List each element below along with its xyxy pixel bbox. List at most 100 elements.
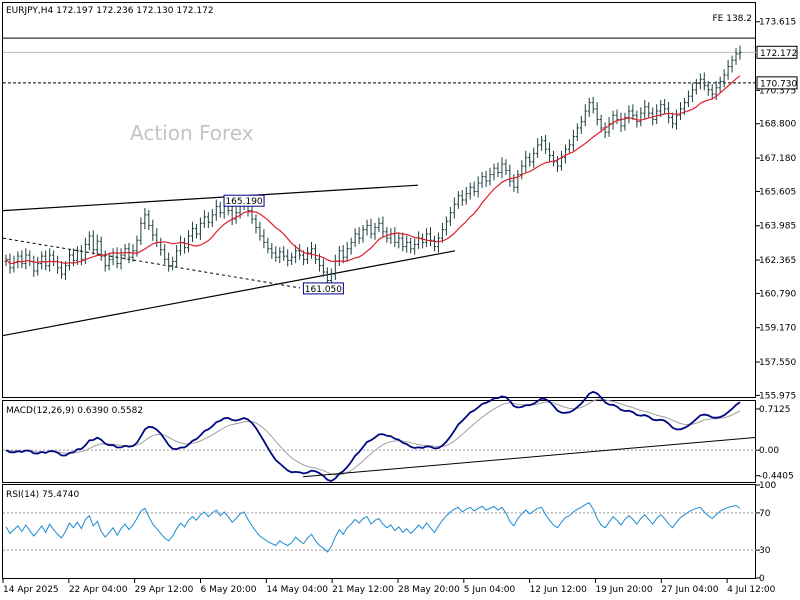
price-bar (254, 214, 258, 234)
price-bar (119, 248, 123, 270)
price-bar (274, 246, 278, 262)
price-bar (524, 150, 528, 173)
trendlines (2, 184, 456, 337)
annotation-box (223, 194, 265, 207)
price-bar (167, 252, 171, 272)
price-bar (95, 234, 99, 256)
price-bar (28, 250, 32, 267)
moving-average (5, 75, 741, 265)
price-bar (286, 249, 290, 267)
macd-tick-label: -0.4405 (759, 472, 794, 482)
macd-tick-label: 0.7125 (759, 405, 791, 415)
time-tick-label: 5 Jun 04:00 (464, 585, 516, 595)
price-bar (706, 80, 710, 96)
price-bar (417, 231, 421, 250)
watermark: Action Forex (130, 121, 254, 145)
price-bar (551, 150, 556, 167)
price-bar (55, 255, 60, 274)
price-bar (405, 235, 409, 253)
price-bar (678, 102, 683, 120)
main-pane (2, 2, 756, 398)
rsi-pane (2, 484, 756, 579)
time-tick-label: 14 Apr 2025 (3, 585, 59, 595)
macd-lines (3, 390, 756, 482)
price-tick-label: 167.180 (759, 154, 796, 164)
price-bar (575, 123, 579, 142)
lower-channel-line (2, 250, 456, 337)
price-bar (607, 116, 611, 137)
price-bar (512, 174, 516, 192)
price-bar (290, 252, 294, 266)
price-bar (163, 244, 167, 264)
current-price-tag: 172.172 (756, 45, 798, 59)
price-bar (298, 244, 302, 260)
rsi-line (3, 502, 756, 553)
price-bar (401, 232, 405, 252)
price-bar (428, 227, 433, 247)
price-bar (500, 157, 504, 179)
rsi-tick-label: 0 (759, 574, 765, 584)
price-bar (99, 236, 103, 261)
price-bar (341, 245, 345, 264)
price-bar (532, 147, 536, 168)
price-tick-label: 173.615 (759, 18, 796, 28)
price-bar (603, 122, 607, 139)
price-bar (321, 258, 326, 277)
price-bar (528, 152, 532, 167)
rsi-tick-label: 30 (759, 546, 771, 556)
price-bar (504, 159, 508, 176)
price-bar (210, 209, 214, 227)
price-bar (24, 248, 28, 270)
price-bar (468, 182, 472, 200)
price-bar (309, 241, 314, 259)
price-bar (599, 114, 603, 133)
fe-label: FE 138.2 (713, 14, 753, 24)
price-bar (361, 224, 365, 243)
price-bar (476, 176, 480, 198)
axes: 173.615 170.375 168.800 167.180 165.605 163.9… (2, 18, 798, 595)
price-bar (230, 205, 234, 225)
current-price-box (756, 45, 798, 59)
price-tick-label: 159.170 (759, 324, 796, 334)
price-annotations: 165.190 161.050 (223, 194, 344, 295)
price-tick-label: 155.975 (759, 391, 796, 401)
price-bar (171, 256, 175, 271)
price-bar (385, 227, 389, 243)
price-bar (409, 237, 413, 254)
price-bar (202, 210, 206, 228)
price-bar (718, 76, 722, 93)
price-bar (182, 237, 187, 254)
price-bar (67, 249, 72, 271)
time-tick-label: 12 Jun 12:00 (530, 585, 587, 595)
time-tick-label: 19 Jun 20:00 (595, 585, 652, 595)
price-bar (329, 268, 333, 286)
price-bar (516, 169, 520, 194)
price-bar (583, 104, 587, 127)
price-bar (420, 233, 425, 249)
price-tick-label: 160.790 (759, 289, 796, 299)
price-bar (643, 100, 647, 120)
price-bar (59, 261, 64, 279)
price-bars (4, 45, 742, 287)
price-bar (333, 254, 337, 281)
price-bar (48, 248, 52, 272)
price-bar (730, 55, 734, 73)
price-bar (389, 228, 393, 245)
price-bar (496, 162, 500, 178)
price-bar (488, 167, 492, 186)
time-tick-label: 14 May 04:00 (266, 585, 328, 595)
price-bar (623, 112, 627, 131)
annotation-label: 161.050 (305, 285, 342, 295)
price-bar (40, 251, 44, 270)
price-bar (250, 203, 254, 224)
price-bar (472, 181, 476, 197)
price-bar (655, 104, 659, 125)
price-bar (631, 104, 635, 120)
price-bar (611, 110, 615, 130)
price-bar (710, 84, 714, 99)
price-bar (143, 208, 147, 230)
price-bar (44, 250, 48, 271)
price-bar (559, 150, 564, 171)
price-bar (460, 190, 464, 206)
price-bar (151, 219, 155, 241)
